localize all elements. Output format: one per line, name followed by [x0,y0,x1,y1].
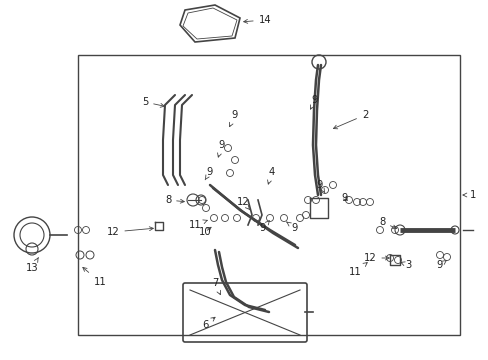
Text: 14: 14 [243,15,271,25]
Text: 11: 11 [348,262,366,277]
Text: 1: 1 [462,190,475,200]
Bar [78,55,459,335]
Text: 9: 9 [341,193,347,203]
Text: 8: 8 [164,195,184,205]
Text: 9: 9 [286,222,298,233]
Text: 13: 13 [26,258,38,273]
Text: 9: 9 [316,180,324,193]
Text: 9: 9 [229,110,238,127]
Text: 12: 12 [236,197,249,210]
Text: 5: 5 [142,97,164,107]
Text: 9: 9 [217,140,225,157]
Text: 8: 8 [378,217,396,229]
Text: 4: 4 [267,167,275,184]
Text: 2: 2 [333,110,367,129]
Text: 9: 9 [259,221,269,233]
Text: 9: 9 [436,260,446,270]
Text: 10: 10 [198,227,211,237]
Text: 11: 11 [188,220,207,230]
Text: 12: 12 [363,253,388,263]
Text: 7: 7 [211,278,220,294]
Text: 11: 11 [82,267,106,287]
Text: 3: 3 [400,260,410,270]
Text: 12: 12 [106,227,153,237]
Text: 9: 9 [204,167,213,180]
Text: 6: 6 [202,317,215,330]
Text: 9: 9 [310,95,318,109]
